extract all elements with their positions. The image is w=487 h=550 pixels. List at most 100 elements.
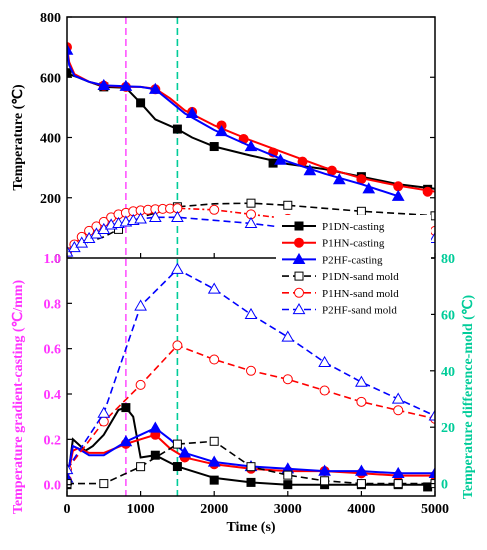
legend-marker-2 <box>292 252 306 265</box>
bottom-y2-tick-label: 0 <box>441 478 448 493</box>
bottom-series-2-point <box>148 421 162 433</box>
bottom-series-5-point <box>171 262 184 274</box>
bottom-series-5-point <box>355 375 368 387</box>
top-series-4-point <box>209 204 220 215</box>
bottom-series-0-point <box>209 475 219 485</box>
bottom-series-4-point <box>209 354 220 365</box>
bottom-series-2-point <box>178 446 192 458</box>
top-series-2-line <box>67 49 399 198</box>
bottom-series-2-point <box>391 466 405 478</box>
top-series-5-point <box>134 212 147 224</box>
bottom-y-axis-title: Temperature gradient-casting (℃/mm) <box>11 280 26 515</box>
bottom-series-2-point <box>428 466 435 478</box>
bottom-series-5-point <box>244 307 258 320</box>
bottom-y-tick-label: 0.4 <box>44 388 62 403</box>
top-series-3-line <box>67 202 435 253</box>
legend-marker-0 <box>294 221 304 231</box>
top-series-2-point <box>97 78 111 91</box>
top-y-tick-label: 600 <box>40 71 61 86</box>
bottom-series-0-point <box>283 480 293 490</box>
legend-marker-3 <box>294 271 304 281</box>
bottom-series-5-point <box>391 392 405 404</box>
bottom-series-2-point <box>119 435 133 447</box>
top-y-tick-label: 200 <box>40 192 61 207</box>
bottom-series-3-point <box>172 439 182 449</box>
top-series-1-point <box>326 165 337 176</box>
bottom-series-5-point <box>207 282 221 294</box>
bottom-series-4-point <box>356 396 367 407</box>
x-tick-label: 4000 <box>347 502 375 517</box>
bottom-series-4-point <box>282 374 293 385</box>
top-series-0-point <box>172 124 182 134</box>
bottom-series-4-point <box>319 385 330 396</box>
bottom-series-2-point <box>355 464 368 476</box>
top-series-2-point <box>148 82 162 94</box>
x-tick-label: 0 <box>64 502 71 517</box>
top-series-1-point <box>356 174 367 185</box>
top-series-2-point <box>303 164 317 176</box>
bottom-series-3-point <box>393 479 403 489</box>
bottom-y-tick-label: 0.2 <box>44 433 62 448</box>
top-series-0-point <box>136 98 146 108</box>
top-series-0-point <box>209 142 219 152</box>
top-y-tick-label: 400 <box>40 132 61 147</box>
bottom-series-2-point <box>318 464 331 476</box>
legend-label-0: P1DN-casting <box>322 221 385 233</box>
top-series-3-point <box>246 198 256 208</box>
bottom-series-3 <box>67 436 435 489</box>
bottom-y2-tick-label: 80 <box>441 252 455 267</box>
bottom-series-5-point <box>318 355 331 367</box>
bottom-series-1 <box>67 429 435 486</box>
bottom-series-3-point <box>99 479 109 489</box>
bottom-y2-axis-title: Temperature difference-mold (℃) <box>461 294 476 499</box>
top-series-3-point <box>356 206 366 216</box>
top-series-2-point <box>274 153 287 165</box>
top-series-2-point <box>67 43 74 55</box>
top-series-5-point <box>171 210 184 222</box>
x-tick-label: 1000 <box>127 502 155 517</box>
top-series-5-point <box>244 216 258 228</box>
bottom-series-5-point <box>428 409 435 421</box>
bottom-series-3-point <box>356 479 366 489</box>
x-tick-label: 2000 <box>200 502 228 517</box>
bottom-y2-tick-label: 20 <box>441 421 455 436</box>
top-series-1-point <box>393 181 404 192</box>
legend-label-3: P1DN-sand mold <box>322 271 399 283</box>
top-series-2-point <box>185 106 199 119</box>
reference-lines <box>125 17 179 496</box>
bottom-series-4-point <box>246 365 256 376</box>
top-series-0-point <box>67 68 72 78</box>
legend-label-4: P1HN-sand mold <box>322 288 399 300</box>
bottom-y2-tick-label: 60 <box>441 308 455 323</box>
top-series-2-point <box>332 173 346 185</box>
bottom-series-3-point <box>136 462 146 472</box>
bottom-series-5 <box>67 262 435 475</box>
bottom-series-3-point <box>283 470 293 480</box>
top-y-axis-title: Temperature (℃) <box>11 84 26 191</box>
top-y-tick-label: 800 <box>40 11 61 26</box>
top-series-2-point <box>244 140 258 152</box>
x-tick-label: 5000 <box>421 502 449 517</box>
bottom-series-2-line <box>67 426 435 479</box>
legend-label-2: P2HF-casting <box>322 254 383 266</box>
top-series-5-point <box>148 210 162 222</box>
top-series-3-point <box>283 200 293 210</box>
bottom-series-0-point <box>121 403 131 413</box>
bottom-panel-series <box>67 262 435 492</box>
top-series-2-point <box>362 182 376 194</box>
legend-box <box>276 215 431 322</box>
axes: 02004006008000.00.20.40.60.81.0020406080… <box>11 11 476 535</box>
bottom-series-5-point <box>97 406 111 418</box>
bottom-series-4-point <box>135 379 146 390</box>
bottom-series-4-point <box>172 340 183 351</box>
legend-marker-1 <box>294 237 304 248</box>
top-y-tick-label: 0 <box>54 252 61 267</box>
bottom-series-4-point <box>393 405 404 416</box>
x-axis-title: Time (s) <box>226 520 275 535</box>
top-series-2-point <box>119 79 133 91</box>
top-series-1-line <box>67 46 435 193</box>
top-series-1 <box>67 42 435 197</box>
bottom-y-tick-label: 0.6 <box>44 343 62 358</box>
bottom-series-4 <box>67 340 435 475</box>
